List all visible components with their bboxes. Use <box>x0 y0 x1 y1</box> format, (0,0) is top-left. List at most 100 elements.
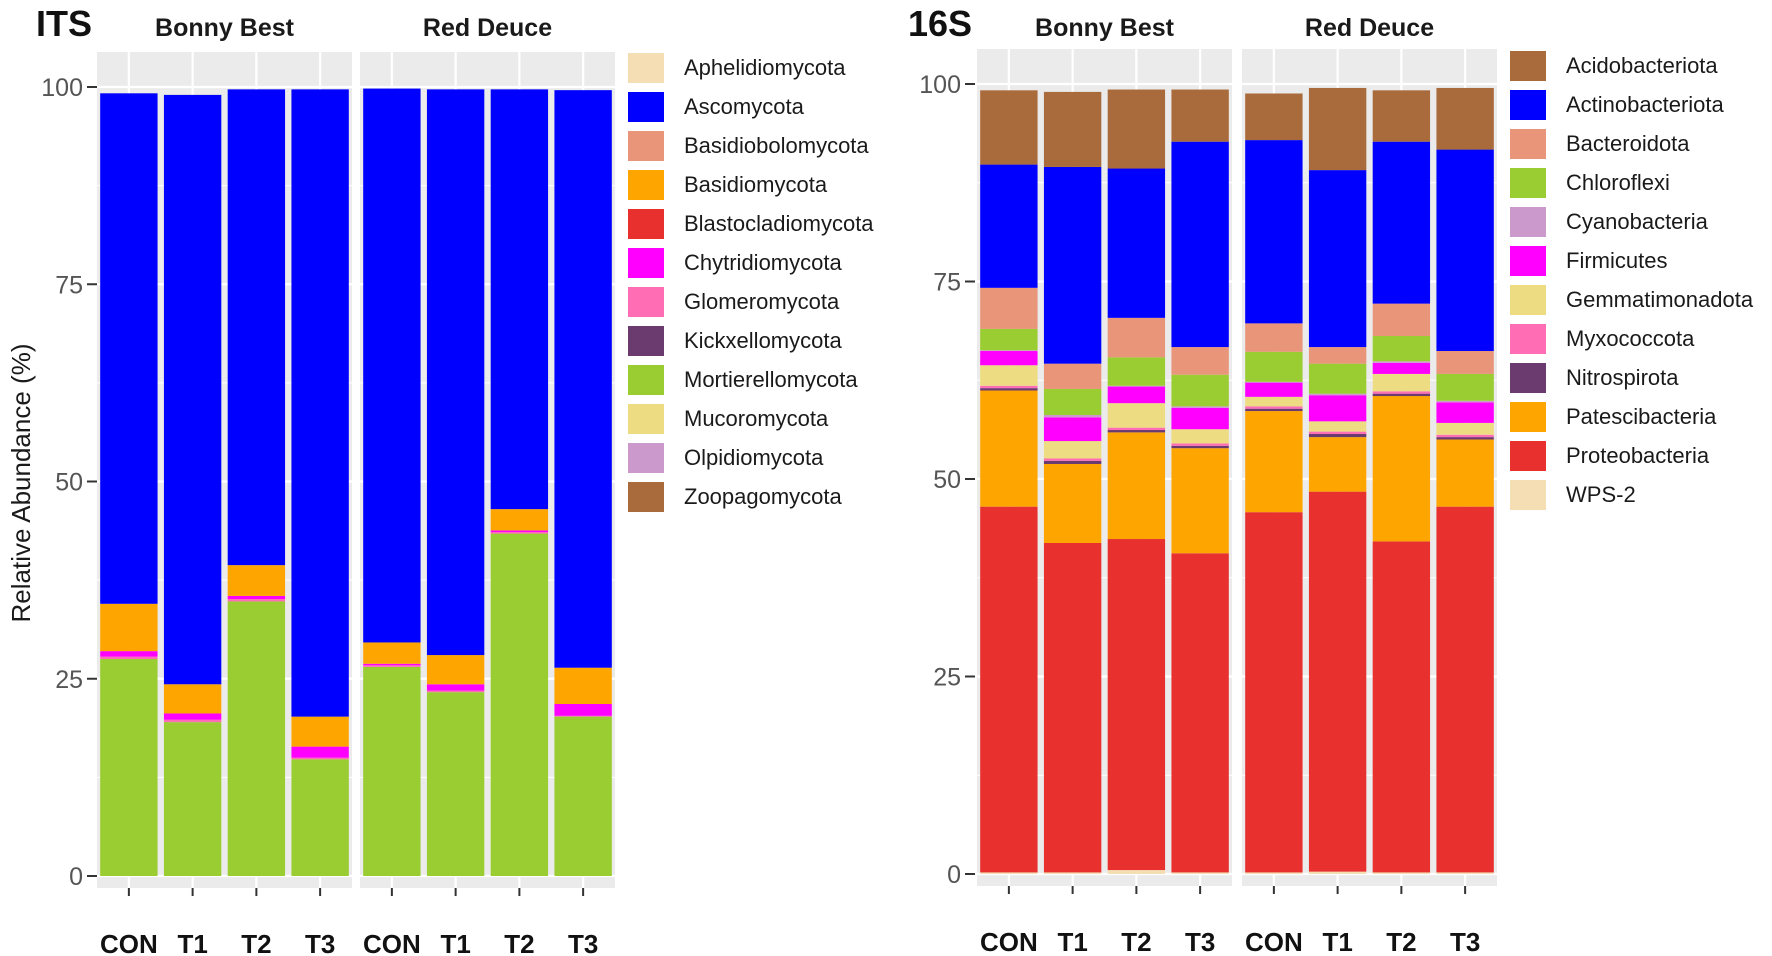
chart-title-its: ITS <box>36 3 92 44</box>
bar-segment-red-deuce-t3-bacteroidota <box>1436 351 1494 374</box>
x-tick-label-t2: T2 <box>241 929 271 956</box>
legend-item-actinobacteriota: Actinobacteriota <box>1510 90 1724 120</box>
bar-segment-red-deuce-con-patescibacteria <box>1245 411 1303 513</box>
legend-swatch <box>1510 363 1546 393</box>
bar-segment-bonny-best-t1-chytridiomycota <box>163 713 222 720</box>
legend-label: Zoopagomycota <box>684 484 842 509</box>
chart-title-16s: 16S <box>908 3 972 44</box>
facet-strip <box>97 8 352 48</box>
bar-segment-red-deuce-t1-patescibacteria <box>1308 437 1367 492</box>
bar-segment-red-deuce-t1-proteobacteria <box>1308 491 1367 872</box>
x-tick-label-con: CON <box>100 929 158 956</box>
bar-segment-red-deuce-t3-cyanobacteria <box>1436 400 1494 403</box>
bar-segment-bonny-best-t2-wps-2 <box>1107 870 1166 874</box>
bar-segment-bonny-best-t2-mortierellomycota <box>227 601 286 876</box>
bar-segment-bonny-best-t2-nitrospirota <box>1107 430 1166 433</box>
x-tick-label-t3: T3 <box>1185 927 1215 956</box>
bar-segment-bonny-best-t1-myxococcota <box>1043 458 1102 461</box>
bar-segment-bonny-best-t1-acidobacteriota <box>1043 91 1102 167</box>
bar-segment-bonny-best-t2-basidiomycota <box>227 565 286 596</box>
y-tick-label: 75 <box>55 271 83 299</box>
bar-segment-red-deuce-t2-acidobacteriota <box>1372 90 1431 142</box>
legend-item-mortierellomycota: Mortierellomycota <box>628 365 858 395</box>
bar-segment-bonny-best-con-nitrospirota <box>980 388 1038 391</box>
bar-segment-bonny-best-t3-nitrospirota <box>1171 445 1229 449</box>
bar-segment-bonny-best-con-proteobacteria <box>980 506 1038 873</box>
legend-item-mucoromycota: Mucoromycota <box>628 404 828 434</box>
legend-swatch <box>628 404 664 434</box>
legend-label: Olpidiomycota <box>684 445 824 470</box>
bar-segment-red-deuce-t3-proteobacteria <box>1436 506 1494 873</box>
legend-label: Basidiobolomycota <box>684 133 869 158</box>
y-tick-label: 75 <box>933 269 961 297</box>
y-tick-label: 0 <box>69 863 83 891</box>
legend-item-proteobacteria: Proteobacteria <box>1510 441 1709 471</box>
legend-swatch <box>628 326 664 356</box>
legend-item-zoopagomycota: Zoopagomycota <box>628 482 842 512</box>
bar-segment-bonny-best-con-basidiomycota <box>100 603 158 652</box>
bar-segment-red-deuce-t3-ascomycota <box>554 90 612 668</box>
bar-segment-bonny-best-t3-myxococcota <box>1171 443 1229 446</box>
x-tick-label-t1: T1 <box>1057 927 1087 956</box>
facet-title-bonny-best: Bonny Best <box>1035 14 1175 42</box>
legend-item-ascomycota: Ascomycota <box>628 92 804 122</box>
bar-segment-red-deuce-con-bacteroidota <box>1245 323 1303 352</box>
bar-segment-bonny-best-t3-patescibacteria <box>1171 448 1229 554</box>
bar-segment-red-deuce-con-proteobacteria <box>1245 512 1303 873</box>
legend-item-wps-2: WPS-2 <box>1510 480 1636 510</box>
legend-item-basidiomycota: Basidiomycota <box>628 170 827 200</box>
x-tick-label-t2: T2 <box>1121 927 1151 956</box>
legend-swatch <box>628 92 664 122</box>
x-tick-label-t2: T2 <box>504 929 534 956</box>
bar-segment-red-deuce-con-chytridiomycota <box>363 663 421 666</box>
legend-item-chloroflexi: Chloroflexi <box>1510 168 1670 198</box>
bar-segment-bonny-best-t3-actinobacteriota <box>1171 141 1229 348</box>
bar-segment-bonny-best-t2-patescibacteria <box>1107 432 1166 540</box>
legend-swatch <box>1510 285 1546 315</box>
bar-segment-red-deuce-t3-chytridiomycota <box>554 703 612 716</box>
bar-segment-bonny-best-t2-proteobacteria <box>1107 539 1166 871</box>
bar-segment-red-deuce-t2-proteobacteria <box>1372 541 1431 873</box>
bar-segment-red-deuce-t1-cyanobacteria <box>1308 393 1367 396</box>
bar-segment-red-deuce-t2-patescibacteria <box>1372 396 1431 542</box>
y-tick-label: 100 <box>41 74 83 102</box>
bar-segment-red-deuce-t2-actinobacteriota <box>1372 141 1431 304</box>
legend-swatch <box>1510 90 1546 120</box>
bar-segment-red-deuce-con-acidobacteriota <box>1245 93 1303 141</box>
bar-segment-red-deuce-t3-chloroflexi <box>1436 373 1494 401</box>
bar-segment-bonny-best-t2-actinobacteriota <box>1107 168 1166 318</box>
bar-segment-bonny-best-t3-bacteroidota <box>1171 347 1229 375</box>
bar-segment-bonny-best-t2-gemmatimonadota <box>1107 403 1166 428</box>
bar-segment-red-deuce-con-myxococcota <box>1245 406 1303 409</box>
bar-segment-bonny-best-con-chloroflexi <box>980 328 1038 351</box>
bar-segment-bonny-best-con-mortierellomycota <box>100 659 158 876</box>
bar-segment-red-deuce-con-gemmatimonadota <box>1245 396 1303 407</box>
bar-segment-bonny-best-t1-ascomycota <box>163 94 222 685</box>
bar-segment-bonny-best-t1-chloroflexi <box>1043 388 1102 416</box>
bar-segment-bonny-best-t2-glomeromycota <box>227 599 286 602</box>
legend-item-cyanobacteria: Cyanobacteria <box>1510 207 1708 237</box>
bar-segment-bonny-best-t3-basidiomycota <box>291 716 349 747</box>
x-tick-label-t3: T3 <box>305 929 335 956</box>
legend-label: Cyanobacteria <box>1566 209 1708 234</box>
bar-segment-red-deuce-t3-nitrospirota <box>1436 437 1494 440</box>
bar-segment-red-deuce-con-basidiomycota <box>363 642 421 664</box>
legend-label: Blastocladiomycota <box>684 211 874 236</box>
y-tick-label: 100 <box>919 71 961 99</box>
bar-segment-red-deuce-t2-cyanobacteria <box>1372 361 1431 363</box>
bar-segment-bonny-best-t2-firmicutes <box>1107 386 1166 404</box>
legend-item-olpidiomycota: Olpidiomycota <box>628 443 823 473</box>
bar-segment-red-deuce-con-glomeromycota <box>363 665 421 667</box>
legend-label: Actinobacteriota <box>1566 92 1724 117</box>
bar-segment-red-deuce-t3-myxococcota <box>1436 434 1494 438</box>
legend-item-acidobacteriota: Acidobacteriota <box>1510 51 1718 81</box>
legend-swatch <box>628 248 664 278</box>
bar-segment-bonny-best-t3-wps-2 <box>1171 872 1229 874</box>
bar-segment-bonny-best-t3-firmicutes <box>1171 407 1229 430</box>
bar-segment-bonny-best-t3-mortierellomycota <box>291 759 349 876</box>
bar-segment-red-deuce-t2-basidiomycota <box>490 509 549 531</box>
bar-segment-red-deuce-con-actinobacteriota <box>1245 140 1303 324</box>
x-tick-label-con: CON <box>363 929 421 956</box>
y-tick-label: 0 <box>947 861 961 889</box>
